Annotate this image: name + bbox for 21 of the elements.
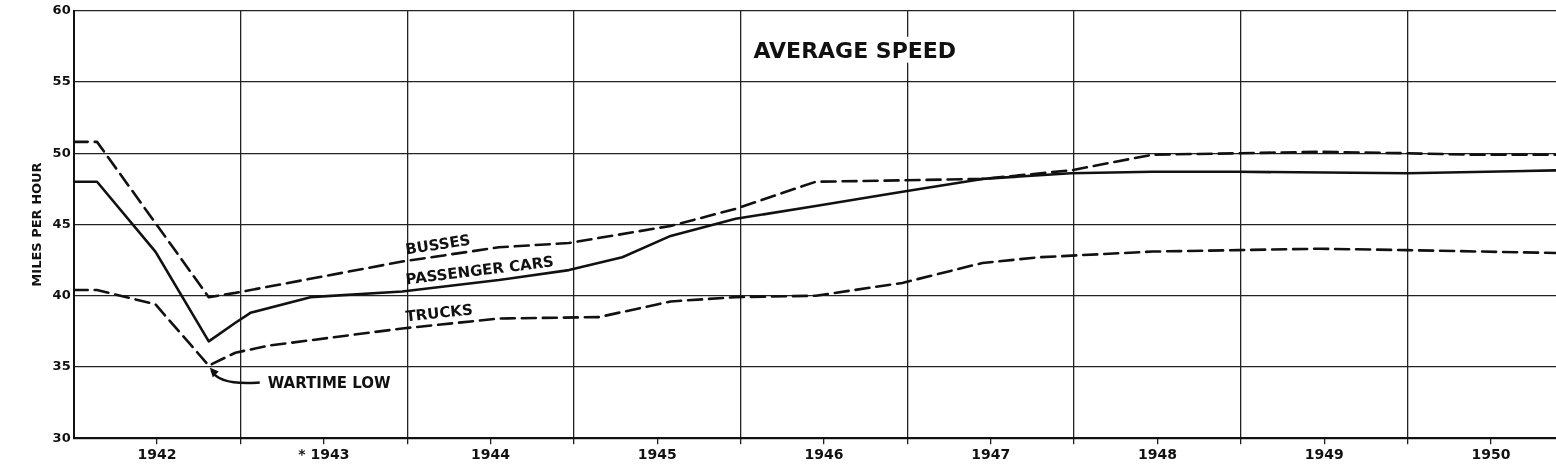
y-axis-title: MILES PER HOUR bbox=[29, 162, 45, 287]
text: AVERAGE SPEED bbox=[753, 37, 957, 63]
x-tick-label: 1942 bbox=[137, 446, 177, 463]
annotation: WARTIME LOW bbox=[267, 373, 392, 392]
text: TRUCKS bbox=[404, 300, 474, 326]
x-tick-label: 1947 bbox=[971, 446, 1011, 463]
y-tick-label: 60 bbox=[52, 2, 71, 18]
x-tick-label: 1949 bbox=[1304, 446, 1344, 463]
x-tick-label: 1948 bbox=[1138, 446, 1177, 463]
x-tick-label: 1944 bbox=[471, 446, 511, 463]
x-tick-label: 1946 bbox=[804, 446, 844, 463]
y-tick-label: 50 bbox=[52, 144, 71, 160]
x-tick-label: 1950 bbox=[1471, 446, 1511, 463]
x-tick-label: * 1943 bbox=[298, 446, 350, 463]
y-tick-label: 55 bbox=[52, 73, 71, 89]
y-tick-label: 30 bbox=[52, 429, 71, 445]
y-tick-label: 45 bbox=[52, 215, 71, 231]
y-tick-label: 35 bbox=[52, 358, 71, 374]
x-tick-label: 1945 bbox=[637, 446, 677, 463]
text: BUSSES bbox=[404, 230, 472, 259]
y-tick-label: 40 bbox=[52, 287, 71, 303]
